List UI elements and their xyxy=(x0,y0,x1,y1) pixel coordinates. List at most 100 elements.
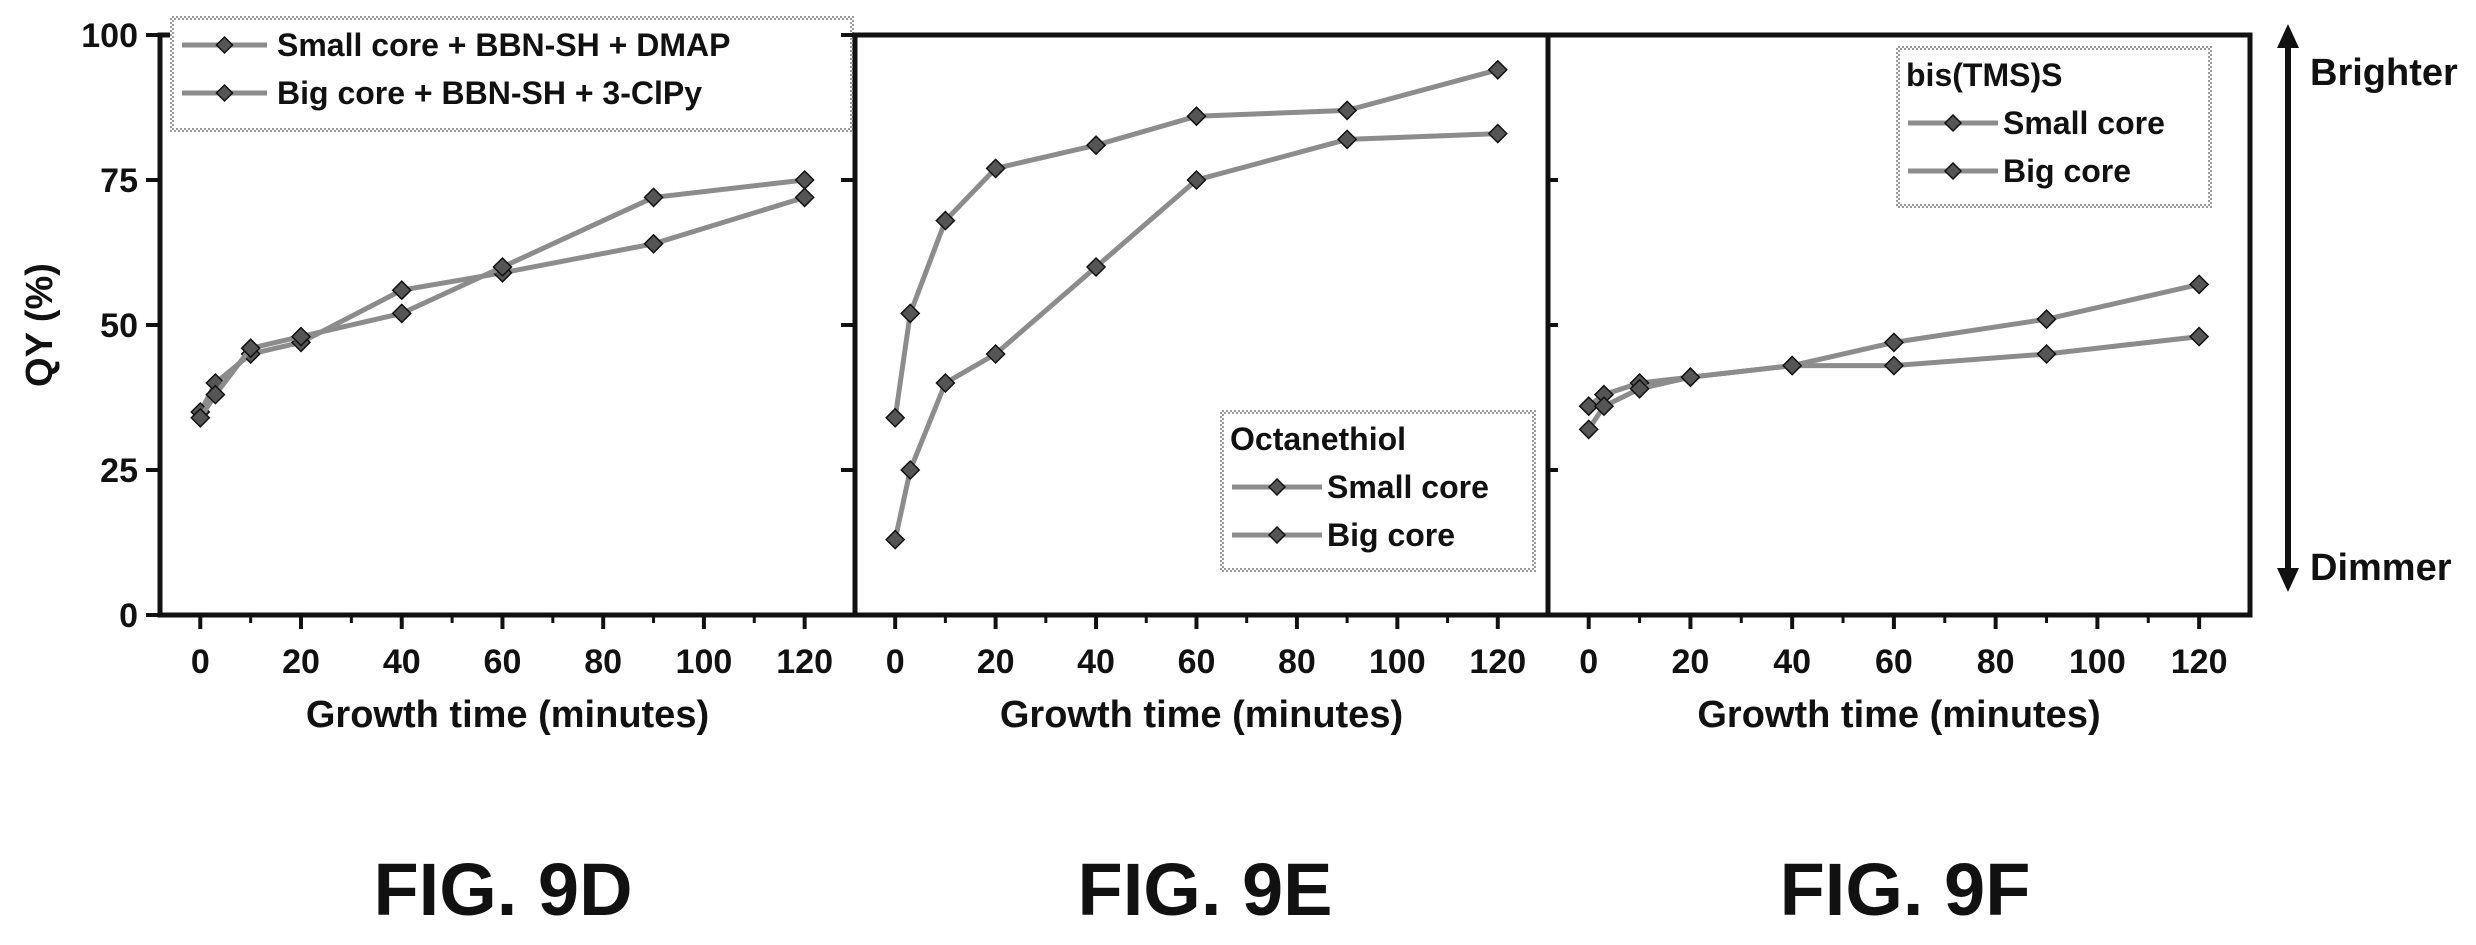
figure-caption: FIG. 9D xyxy=(373,848,632,931)
brightness-scale: Brighter Dimmer xyxy=(2277,24,2458,592)
y-tick-label: 75 xyxy=(100,162,138,200)
series-line-1 xyxy=(892,67,1499,419)
legend-swatch-marker xyxy=(215,83,234,103)
legend-swatch-marker xyxy=(1943,113,1963,133)
data-point xyxy=(1680,367,1701,388)
data-point xyxy=(1782,355,1803,376)
y-axis-title: QY (%) xyxy=(19,263,61,387)
series-line-2 xyxy=(198,177,805,420)
data-point xyxy=(240,338,261,359)
arrow-down-icon xyxy=(2277,568,2299,592)
x-tick-label: 80 xyxy=(1977,643,2015,681)
data-point xyxy=(1337,129,1358,150)
legend-swatch-marker xyxy=(215,35,234,55)
chart-panel-1: 0 20 40 60 80 100 120 0 25 50 75 100 Growth time (mi… xyxy=(19,16,858,931)
legend: bis(TMS)S Small core Big core xyxy=(1896,46,2212,208)
data-point xyxy=(935,210,956,231)
legend-title: bis(TMS)S xyxy=(1906,57,2062,93)
data-point xyxy=(643,187,664,208)
legend-label: Big core + BBN-SH + 3-ClPy xyxy=(277,75,702,111)
data-point xyxy=(2189,326,2210,347)
data-point xyxy=(1593,396,1615,417)
x-tick-label: 120 xyxy=(1469,643,1526,681)
x-tick-label: 120 xyxy=(776,643,833,681)
data-point xyxy=(885,529,906,550)
legend-label: Small core xyxy=(2003,105,2165,141)
legend-box xyxy=(170,16,854,132)
data-point xyxy=(985,158,1006,179)
y-tick-label: 0 xyxy=(119,597,138,635)
x-tick-label: 120 xyxy=(2171,643,2228,681)
data-point xyxy=(1487,59,1508,80)
data-point xyxy=(190,407,211,428)
y-tick-label: 100 xyxy=(81,17,138,55)
legend-swatch-marker xyxy=(1267,477,1287,497)
data-point xyxy=(1085,135,1107,156)
legend-swatch-marker xyxy=(1267,525,1287,545)
figure-caption: FIG. 9F xyxy=(1780,848,2031,931)
data-point xyxy=(1578,396,1599,417)
chart-panel-2: 0 20 40 60 80 100 120 Growth time (minutes) Octa… xyxy=(841,32,1558,931)
chart-panel-3: 0 20 40 60 80 100 120 Growth time (minutes) bis(… xyxy=(1545,24,2458,931)
x-tick-label: 40 xyxy=(1773,643,1811,681)
x-tick-label: 40 xyxy=(383,643,421,681)
x-tick-label: 0 xyxy=(191,643,210,681)
plot-frame xyxy=(1545,32,2253,618)
x-axis-title: Growth time (minutes) xyxy=(1000,694,1403,736)
data-point xyxy=(1337,100,1358,121)
x-tick-label: 100 xyxy=(2069,643,2126,681)
data-point xyxy=(391,303,412,324)
series-line-2 xyxy=(892,131,1498,541)
x-tick-label: 100 xyxy=(676,643,733,681)
brighter-label: Brighter xyxy=(2310,52,2458,94)
legend-title: Octanethiol xyxy=(1230,421,1406,457)
arrow-up-icon xyxy=(2277,24,2299,48)
x-tick-label: 20 xyxy=(1672,643,1710,681)
legend-label: Big core xyxy=(1327,517,1455,553)
data-point xyxy=(1578,419,1599,440)
legend-label: Small core + BBN-SH + DMAP xyxy=(277,27,730,63)
data-point xyxy=(1883,355,1904,376)
data-point xyxy=(492,256,513,278)
data-point xyxy=(2036,343,2057,365)
data-point xyxy=(205,384,226,405)
data-point xyxy=(1629,378,1650,399)
series-line-1 xyxy=(198,195,806,414)
y-tick-label: 25 xyxy=(100,452,138,490)
data-point xyxy=(1487,123,1508,144)
legend-swatch-marker xyxy=(1943,161,1963,181)
x-tick-label: 60 xyxy=(484,643,522,681)
figure-caption: FIG. 9E xyxy=(1078,848,1333,931)
x-tick-label: 100 xyxy=(1369,643,1426,681)
data-point xyxy=(900,303,921,324)
data-point xyxy=(290,326,312,347)
data-point xyxy=(1085,256,1107,278)
legend-label: Big core xyxy=(2003,153,2131,189)
data-point xyxy=(885,407,906,428)
data-point xyxy=(2189,274,2210,295)
legend-label: Small core xyxy=(1327,469,1489,505)
x-axis-title: Growth time (minutes) xyxy=(1697,694,2100,736)
x-tick-label: 80 xyxy=(1278,643,1316,681)
data-point xyxy=(1186,106,1207,127)
data-point xyxy=(2036,309,2057,330)
data-point xyxy=(1186,169,1207,191)
data-point xyxy=(794,187,815,208)
data-point xyxy=(900,459,921,481)
data-point xyxy=(794,169,815,191)
x-tick-label: 80 xyxy=(584,643,622,681)
y-tick-label: 50 xyxy=(100,307,138,345)
data-point xyxy=(391,280,412,301)
dimmer-label: Dimmer xyxy=(2310,547,2452,589)
x-tick-label: 20 xyxy=(977,643,1015,681)
data-point xyxy=(985,343,1006,365)
legend: Octanethiol Small core Big core xyxy=(1220,410,1536,572)
data-point xyxy=(935,372,956,394)
data-point xyxy=(643,233,664,254)
x-axis-title: Growth time (minutes) xyxy=(306,694,709,736)
x-tick-label: 60 xyxy=(1875,643,1913,681)
x-tick-label: 0 xyxy=(1579,643,1598,681)
x-tick-label: 0 xyxy=(886,643,905,681)
x-tick-label: 40 xyxy=(1077,643,1115,681)
